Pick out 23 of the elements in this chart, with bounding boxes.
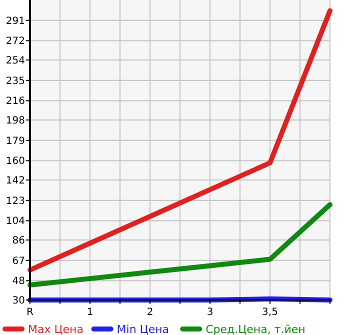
y-tick-label: 142 bbox=[6, 176, 25, 186]
y-tick-label: 272 bbox=[6, 36, 25, 48]
x-tick-label: 2 bbox=[146, 307, 154, 318]
y-tick-label: 67 bbox=[12, 256, 25, 267]
y-tick-label: 48 bbox=[12, 276, 25, 288]
y-tick-label: 30 bbox=[12, 296, 25, 306]
y-tick-label: 179 bbox=[6, 136, 25, 147]
y-tick-label: 254 bbox=[6, 56, 25, 66]
legend-label: Min Цена bbox=[116, 322, 170, 335]
x-tick-label: 3 bbox=[206, 307, 214, 318]
legend-label: Max Цена bbox=[28, 322, 84, 335]
x-tick-label: R bbox=[26, 307, 34, 318]
y-tick-label: 216 bbox=[6, 96, 25, 108]
y-tick-label: 291 bbox=[6, 16, 25, 27]
x-tick-label: 3,5 bbox=[262, 307, 278, 318]
y-tick-label: 198 bbox=[6, 116, 25, 126]
legend-label: Сред.Цена, т.йен bbox=[206, 322, 306, 335]
y-tick-label: 86 bbox=[12, 236, 25, 246]
x-tick-label: 1 bbox=[86, 307, 94, 318]
y-tick-label: 123 bbox=[6, 196, 25, 207]
y-tick-label: 160 bbox=[6, 156, 25, 168]
y-tick-label: 104 bbox=[6, 216, 25, 228]
y-tick-label: 235 bbox=[6, 76, 25, 87]
